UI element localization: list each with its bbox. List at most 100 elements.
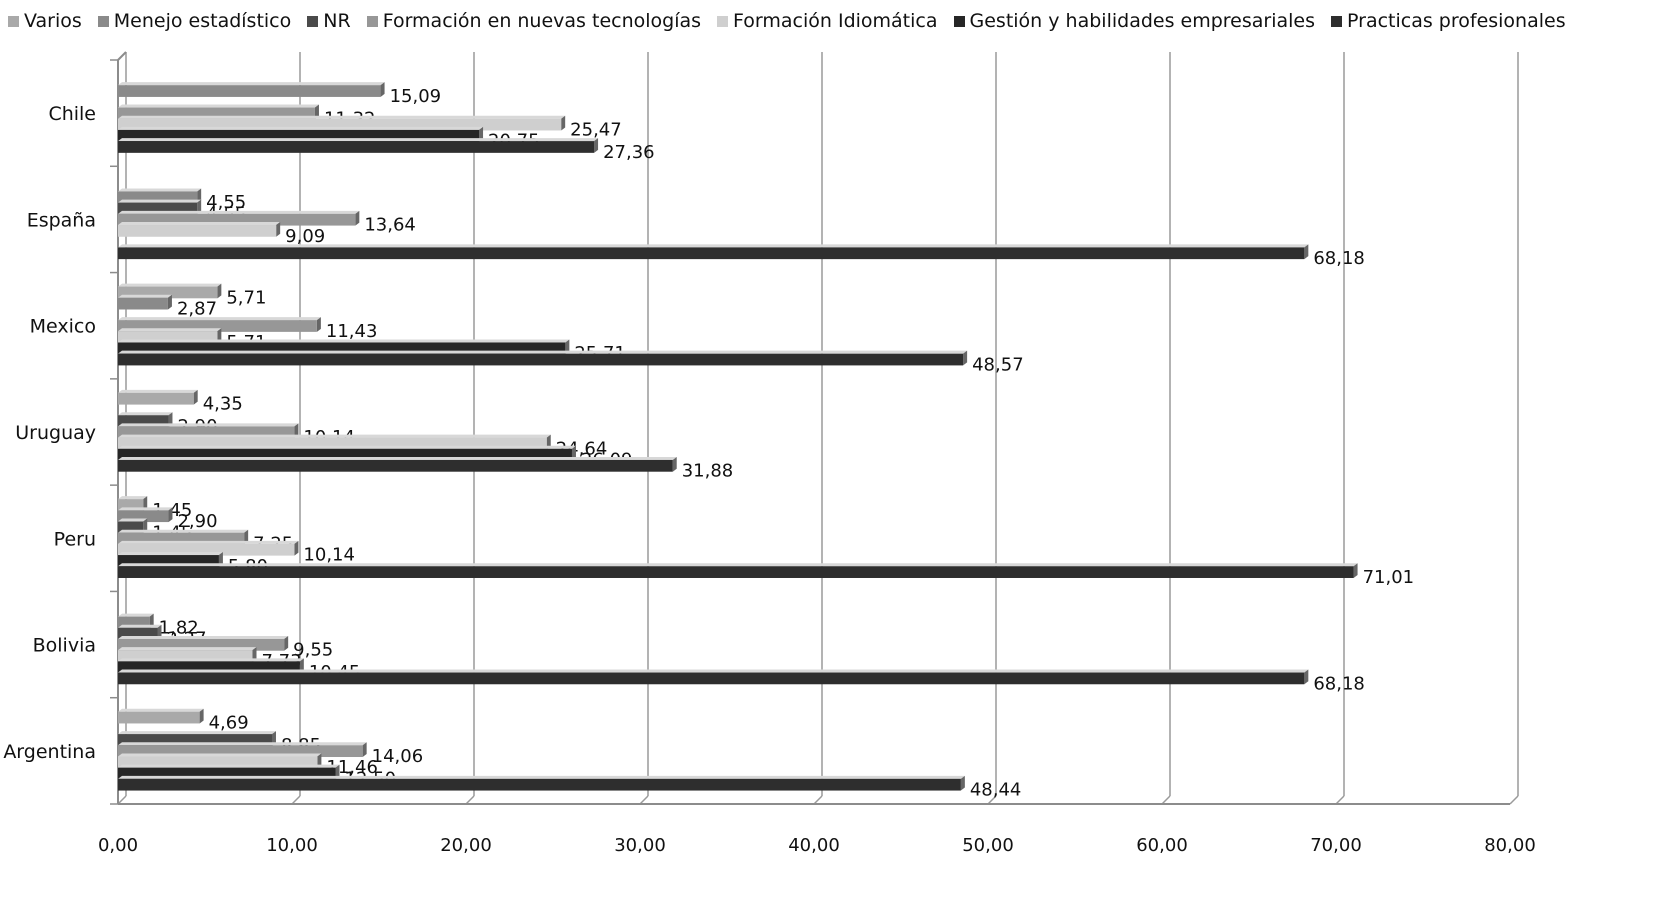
bar-top-face (118, 423, 299, 427)
bar-top-face (118, 294, 172, 298)
bar-gestion-y-habilidades-empresariales (118, 555, 219, 567)
floor-tick (1161, 795, 1171, 805)
legend-label: Gestión y habilidades empresariales (969, 10, 1316, 32)
bar-top-face (118, 708, 204, 712)
bar-practicas-profesionales (118, 459, 673, 472)
data-label: 2,90 (177, 511, 217, 532)
bar-top-face (118, 244, 1309, 248)
bar-end-face (380, 82, 385, 97)
category-label: Bolivia (33, 635, 96, 657)
category-label: Peru (54, 528, 96, 550)
bar-gestion-y-habilidades-empresariales (118, 448, 572, 461)
bar-top-face (118, 647, 257, 651)
bar-menejo-estadistico (118, 510, 169, 523)
category-label: España (27, 209, 96, 231)
legend-item-varios: Varios (8, 10, 82, 32)
bar-top-face (118, 82, 385, 86)
data-label: 4,35 (203, 394, 243, 415)
data-label: 5,71 (226, 287, 266, 308)
bar-end-face (571, 445, 576, 461)
bar-top-face (118, 731, 276, 735)
bar-end-face (167, 294, 172, 310)
bar-top-face (118, 540, 299, 544)
data-label: 9,55 (293, 640, 333, 661)
bar-formacion-en-nuevas-tecnologias (118, 107, 315, 120)
category-label: Mexico (30, 316, 96, 338)
bar-menejo-estadistico (118, 616, 150, 629)
legend-swatch (1331, 15, 1343, 27)
x-tick-label: 70,00 (1310, 835, 1362, 856)
bar-varios (118, 711, 200, 724)
bar-varios (118, 286, 218, 299)
data-label: 11,43 (326, 321, 378, 342)
bar-top-face (118, 350, 968, 354)
bar-formacion-en-nuevas-tecnologias (118, 532, 245, 545)
data-label: 2,87 (177, 298, 217, 319)
data-label: 25,47 (570, 119, 622, 140)
bar-top-face (118, 613, 154, 617)
floor-tick (1335, 795, 1345, 805)
legend-label: Formación en nuevas tecnologías (382, 10, 702, 32)
bar-formacion-en-nuevas-tecnologias (118, 320, 317, 332)
legend-item-nr: NR (307, 10, 351, 32)
category-label: Uruguay (15, 422, 96, 444)
bar-menejo-estadistico (118, 85, 381, 97)
bar-end-face (168, 412, 173, 427)
bar-top-face (118, 126, 484, 130)
bar-end-face (193, 389, 198, 405)
x-tick-label: 30,00 (614, 835, 666, 856)
bar-top-face (118, 138, 599, 142)
bar-top-face (118, 389, 198, 393)
bar-formacion-en-nuevas-tecnologias (118, 213, 356, 226)
bar-top-face (118, 283, 222, 287)
bar-gestion-y-habilidades-empresariales (118, 767, 336, 780)
bar-top-face (118, 496, 148, 500)
bar-top-face (118, 775, 965, 779)
y-axis-depth (117, 51, 127, 61)
data-label: 68,18 (1313, 248, 1365, 269)
bar-end-face (199, 708, 204, 724)
bar-end-face (314, 104, 319, 120)
bar-nr (118, 202, 198, 215)
floor-tick (465, 795, 475, 805)
bar-top-face (118, 222, 281, 226)
bar-end-face (284, 635, 289, 651)
bar-formacion-idiomatica (118, 650, 253, 662)
bar-end-face (149, 613, 154, 629)
bar-end-face (299, 658, 304, 674)
bar-formacion-idiomatica (118, 756, 318, 769)
x-tick-label: 0,00 (98, 835, 138, 856)
x-tick-label: 50,00 (962, 835, 1014, 856)
bar-top-face (118, 412, 173, 416)
bar-gestion-y-habilidades-empresariales (118, 129, 480, 142)
bar-nr (118, 521, 144, 534)
bar-top-face (118, 210, 360, 214)
data-label: 4,69 (209, 712, 249, 733)
legend-item-formacion-idiomatica: Formación Idiomática (717, 10, 938, 32)
bar-top-face (118, 188, 202, 192)
bar-top-face (118, 764, 340, 768)
category-label: Chile (48, 103, 96, 125)
x-tick-label: 80,00 (1484, 835, 1536, 856)
legend-label: Practicas profesionales (1347, 10, 1566, 32)
bar-end-face (1353, 563, 1358, 578)
data-label: 48,44 (970, 780, 1022, 801)
bar-end-face (294, 540, 299, 556)
data-label: 27,36 (603, 142, 655, 163)
bar-top-face (118, 434, 551, 438)
bar-end-face (271, 731, 276, 746)
bar-menejo-estadistico (118, 191, 198, 204)
bar-top-face (118, 742, 367, 746)
bar-end-face (1304, 244, 1309, 260)
data-label: 9,09 (285, 226, 325, 247)
bar-practicas-profesionales (118, 353, 964, 366)
bar-top-face (118, 563, 1358, 567)
category-label: Argentina (3, 741, 96, 763)
bar-formacion-en-nuevas-tecnologias (118, 638, 285, 651)
bar-practicas-profesionales (118, 778, 961, 791)
floor-tick (291, 795, 301, 805)
bar-top-face (118, 317, 321, 321)
bar-end-face (561, 115, 566, 131)
legend-label: Formación Idiomática (733, 10, 938, 32)
bar-top-face (118, 507, 173, 511)
